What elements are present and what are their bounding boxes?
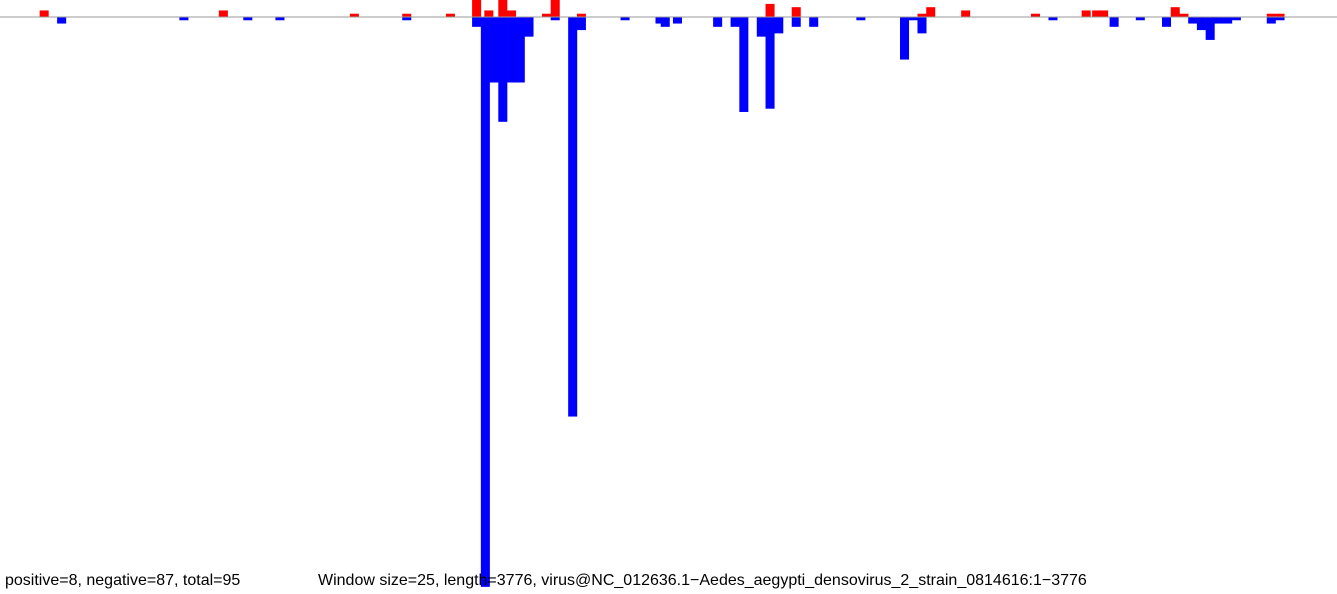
negative-bar bbox=[480, 17, 490, 587]
negative-bar bbox=[498, 17, 508, 122]
subtitle-counts: positive=8, negative=87, total=95 bbox=[5, 572, 241, 589]
positive-bar bbox=[218, 10, 228, 17]
positive-bar bbox=[507, 10, 517, 17]
negative-bar bbox=[1223, 17, 1233, 24]
negative-bar bbox=[1214, 17, 1224, 24]
negative-bar bbox=[774, 17, 784, 34]
subtitle-window-info: Window size=25, length=3776, virus@NC_01… bbox=[318, 572, 1087, 589]
negative-bar bbox=[1205, 17, 1215, 40]
negative-bar bbox=[1161, 17, 1172, 27]
negative-bar bbox=[713, 17, 723, 27]
negative-bar bbox=[809, 17, 819, 27]
negative-bar bbox=[1266, 17, 1276, 24]
negative-bar bbox=[57, 17, 67, 24]
negative-bar bbox=[243, 17, 253, 21]
negative-bar bbox=[507, 17, 517, 83]
negative-bar bbox=[402, 17, 412, 21]
negative-bar bbox=[660, 17, 670, 27]
bars-group bbox=[39, 0, 1285, 587]
negative-bar bbox=[524, 17, 534, 37]
negative-bar bbox=[917, 17, 927, 34]
positive-bar bbox=[541, 13, 551, 17]
negative-bar bbox=[1048, 17, 1058, 21]
positive-bar bbox=[550, 0, 560, 17]
negative-bar bbox=[730, 17, 740, 27]
positive-bar bbox=[1081, 10, 1091, 17]
positive-bar bbox=[39, 10, 49, 17]
negative-bar bbox=[1231, 17, 1241, 21]
negative-bar bbox=[515, 17, 525, 83]
negative-bar bbox=[1135, 17, 1145, 21]
positive-bar bbox=[1170, 7, 1180, 17]
negative-bar bbox=[908, 17, 918, 21]
negative-bar bbox=[672, 17, 682, 24]
positive-bar bbox=[791, 7, 801, 17]
positive-bar bbox=[961, 10, 971, 17]
positive-bar bbox=[484, 10, 494, 17]
positive-bar bbox=[349, 13, 359, 17]
positive-bar bbox=[498, 0, 508, 18]
negative-bar bbox=[756, 17, 766, 37]
positive-bar bbox=[765, 3, 775, 18]
negative-bar bbox=[568, 17, 578, 417]
positive-bar bbox=[926, 7, 936, 17]
negative-bar bbox=[739, 17, 749, 112]
negative-bar bbox=[275, 17, 285, 21]
positive-bar bbox=[1266, 13, 1276, 17]
positive-bar bbox=[402, 13, 412, 17]
positive-bar bbox=[1092, 10, 1102, 17]
negative-bar bbox=[472, 17, 482, 27]
negative-bar bbox=[550, 17, 560, 21]
negative-bar bbox=[791, 17, 801, 27]
positive-bar bbox=[445, 13, 455, 17]
positive-bar bbox=[1031, 13, 1041, 17]
positive-bar bbox=[917, 13, 927, 17]
negative-bar bbox=[576, 17, 586, 31]
negative-bar bbox=[900, 17, 910, 60]
positive-bar bbox=[1099, 10, 1109, 17]
negative-bar bbox=[1188, 17, 1198, 24]
positive-bar bbox=[472, 0, 482, 18]
negative-bar bbox=[489, 17, 499, 83]
positive-bar bbox=[576, 13, 586, 17]
negative-bar bbox=[765, 17, 775, 109]
positive-bar bbox=[1179, 13, 1189, 17]
negative-bar bbox=[1196, 17, 1206, 31]
positive-bar bbox=[1275, 13, 1285, 17]
negative-bar bbox=[856, 17, 866, 21]
negative-bar bbox=[1109, 17, 1119, 27]
negative-bar bbox=[655, 17, 665, 24]
negative-bar bbox=[1275, 17, 1285, 21]
negative-bar bbox=[179, 17, 189, 21]
negative-bar bbox=[620, 17, 630, 21]
